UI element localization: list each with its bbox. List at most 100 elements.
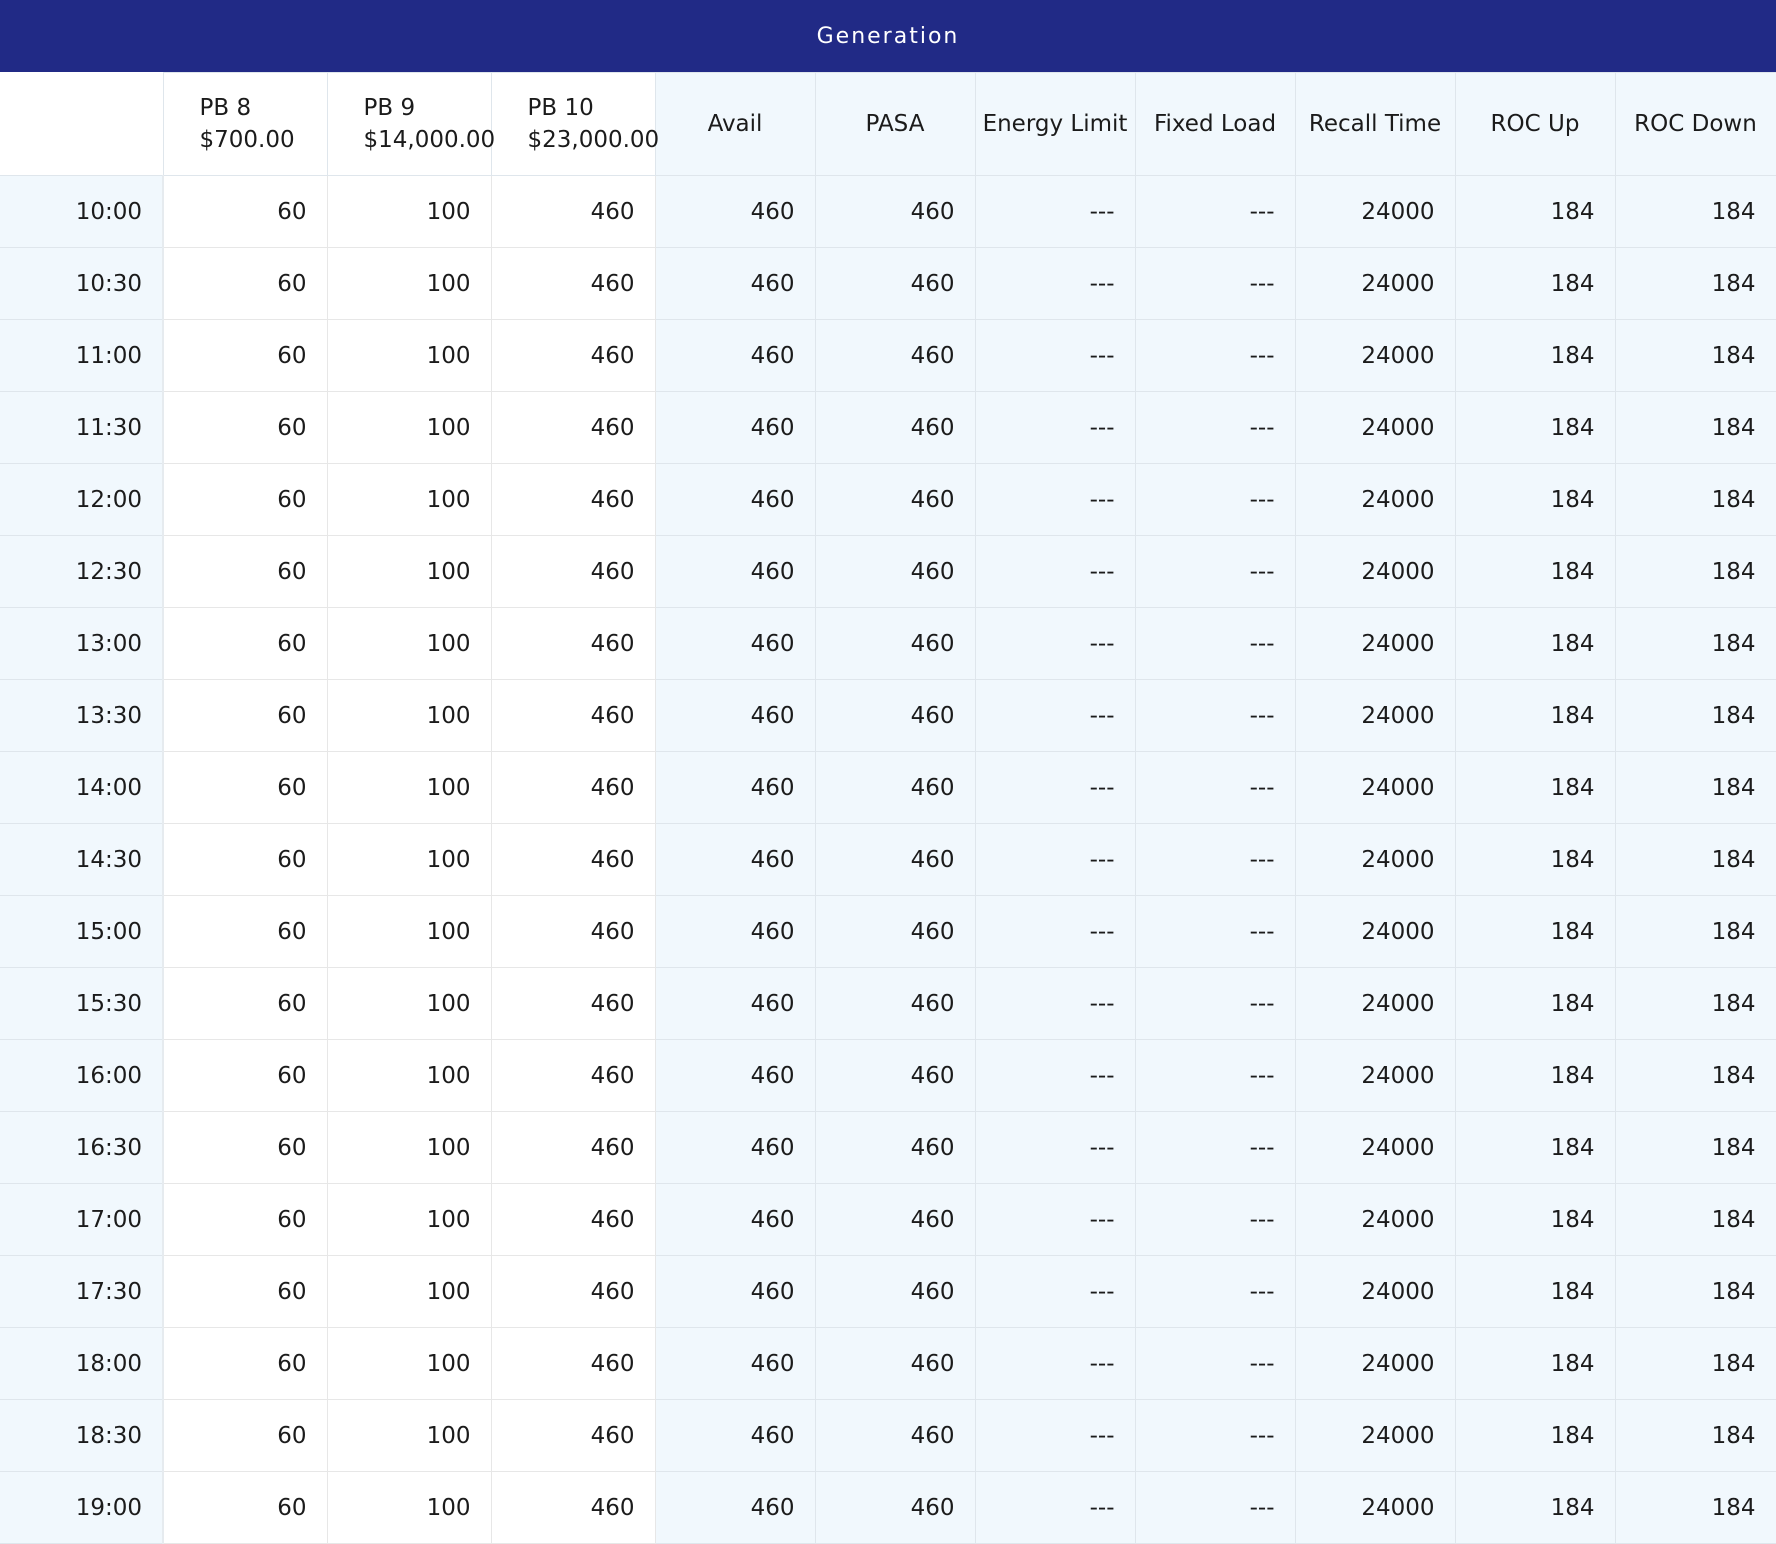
table-row: 11:30 60 100 460 460 460 --- --- 24000 184 184: [0, 391, 1776, 464]
pasa-cell: 460: [814, 751, 976, 824]
avail-cell: 460: [654, 607, 816, 680]
pb9-cell: 100: [326, 1255, 492, 1328]
pb10-cell: 460: [490, 751, 656, 824]
table-row: 17:30 60 100 460 460 460 --- --- 24000 184 184: [0, 1255, 1776, 1328]
recall-time-cell: 24000: [1294, 895, 1456, 968]
header-pb9-label: PB 9: [363, 95, 416, 121]
pb9-cell: 100: [326, 607, 492, 680]
time-cell: 10:30: [0, 247, 164, 320]
fixed-load-cell: ---: [1134, 967, 1296, 1040]
header-pb10: PB 10 $23,000.00: [490, 72, 659, 176]
generation-table: PB 8 $700.00 PB 9 $14,000.00 PB 10 $23,0…: [0, 72, 1776, 1544]
table-body: 10:00 60 100 460 460 460 --- --- 24000 184 184 10:3…: [0, 175, 1776, 1544]
recall-time-cell: 24000: [1294, 1471, 1456, 1544]
pb9-cell: 100: [326, 391, 492, 464]
time-cell: 10:00: [0, 175, 164, 248]
avail-cell: 460: [654, 247, 816, 320]
header-pb10-label: PB 10: [527, 95, 594, 121]
recall-time-cell: 24000: [1294, 1183, 1456, 1256]
pb9-cell: 100: [326, 823, 492, 896]
recall-time-cell: 24000: [1294, 319, 1456, 392]
roc-down-cell: 184: [1614, 1111, 1776, 1184]
pb9-cell: 100: [326, 1399, 492, 1472]
avail-cell: 460: [654, 175, 816, 248]
time-cell: 13:30: [0, 679, 164, 752]
pb10-cell: 460: [490, 175, 656, 248]
fixed-load-cell: ---: [1134, 1039, 1296, 1112]
avail-cell: 460: [654, 823, 816, 896]
roc-up-cell: 184: [1454, 319, 1616, 392]
recall-time-cell: 24000: [1294, 1327, 1456, 1400]
fixed-load-cell: ---: [1134, 1183, 1296, 1256]
pb8-cell: 60: [162, 1399, 328, 1472]
roc-up-cell: 184: [1454, 607, 1616, 680]
roc-down-cell: 184: [1614, 1183, 1776, 1256]
table-row: 18:00 60 100 460 460 460 --- --- 24000 184 184: [0, 1327, 1776, 1400]
pb9-cell: 100: [326, 1327, 492, 1400]
header-pb8: PB 8 $700.00: [162, 72, 328, 176]
fixed-load-cell: ---: [1134, 1399, 1296, 1472]
pasa-cell: 460: [814, 1327, 976, 1400]
energy-limit-cell: ---: [974, 679, 1136, 752]
pb10-cell: 460: [490, 607, 656, 680]
table-row: 14:00 60 100 460 460 460 --- --- 24000 184 184: [0, 751, 1776, 824]
pasa-cell: 460: [814, 1039, 976, 1112]
time-cell: 19:00: [0, 1471, 164, 1544]
avail-cell: 460: [654, 1039, 816, 1112]
pb8-cell: 60: [162, 607, 328, 680]
recall-time-cell: 24000: [1294, 1039, 1456, 1112]
fixed-load-cell: ---: [1134, 1327, 1296, 1400]
recall-time-cell: 24000: [1294, 679, 1456, 752]
header-row: PB 8 $700.00 PB 9 $14,000.00 PB 10 $23,0…: [0, 72, 1776, 176]
fixed-load-cell: ---: [1134, 1255, 1296, 1328]
energy-limit-cell: ---: [974, 751, 1136, 824]
fixed-load-cell: ---: [1134, 247, 1296, 320]
time-cell: 16:00: [0, 1039, 164, 1112]
pb8-cell: 60: [162, 247, 328, 320]
table-row: 12:00 60 100 460 460 460 --- --- 24000 184 184: [0, 463, 1776, 536]
table-row: 15:30 60 100 460 460 460 --- --- 24000 184 184: [0, 967, 1776, 1040]
energy-limit-cell: ---: [974, 175, 1136, 248]
time-cell: 14:00: [0, 751, 164, 824]
roc-up-cell: 184: [1454, 463, 1616, 536]
pasa-cell: 460: [814, 535, 976, 608]
pb10-cell: 460: [490, 1183, 656, 1256]
header-roc-up: ROC Up: [1454, 72, 1616, 176]
pb9-cell: 100: [326, 175, 492, 248]
fixed-load-cell: ---: [1134, 751, 1296, 824]
pb10-cell: 460: [490, 247, 656, 320]
header-pasa: PASA: [814, 72, 976, 176]
header-pb8-label: PB 8: [199, 95, 252, 121]
avail-cell: 460: [654, 1255, 816, 1328]
roc-down-cell: 184: [1614, 679, 1776, 752]
roc-down-cell: 184: [1614, 463, 1776, 536]
roc-down-cell: 184: [1614, 391, 1776, 464]
energy-limit-cell: ---: [974, 1327, 1136, 1400]
roc-up-cell: 184: [1454, 679, 1616, 752]
energy-limit-cell: ---: [974, 1111, 1136, 1184]
roc-down-cell: 184: [1614, 895, 1776, 968]
pb9-cell: 100: [326, 463, 492, 536]
pb8-cell: 60: [162, 463, 328, 536]
time-cell: 16:30: [0, 1111, 164, 1184]
pb10-cell: 460: [490, 679, 656, 752]
roc-down-cell: 184: [1614, 319, 1776, 392]
fixed-load-cell: ---: [1134, 679, 1296, 752]
avail-cell: 460: [654, 1327, 816, 1400]
table-row: 15:00 60 100 460 460 460 --- --- 24000 184 184: [0, 895, 1776, 968]
recall-time-cell: 24000: [1294, 967, 1456, 1040]
header-pb8-price: $700.00: [199, 127, 295, 153]
roc-up-cell: 184: [1454, 1255, 1616, 1328]
pasa-cell: 460: [814, 247, 976, 320]
pb8-cell: 60: [162, 319, 328, 392]
pb8-cell: 60: [162, 1255, 328, 1328]
table-row: 10:00 60 100 460 460 460 --- --- 24000 184 184: [0, 175, 1776, 248]
roc-down-cell: 184: [1614, 1327, 1776, 1400]
roc-up-cell: 184: [1454, 1183, 1616, 1256]
time-cell: 15:30: [0, 967, 164, 1040]
pasa-cell: 460: [814, 1183, 976, 1256]
pb9-cell: 100: [326, 895, 492, 968]
energy-limit-cell: ---: [974, 535, 1136, 608]
roc-down-cell: 184: [1614, 751, 1776, 824]
